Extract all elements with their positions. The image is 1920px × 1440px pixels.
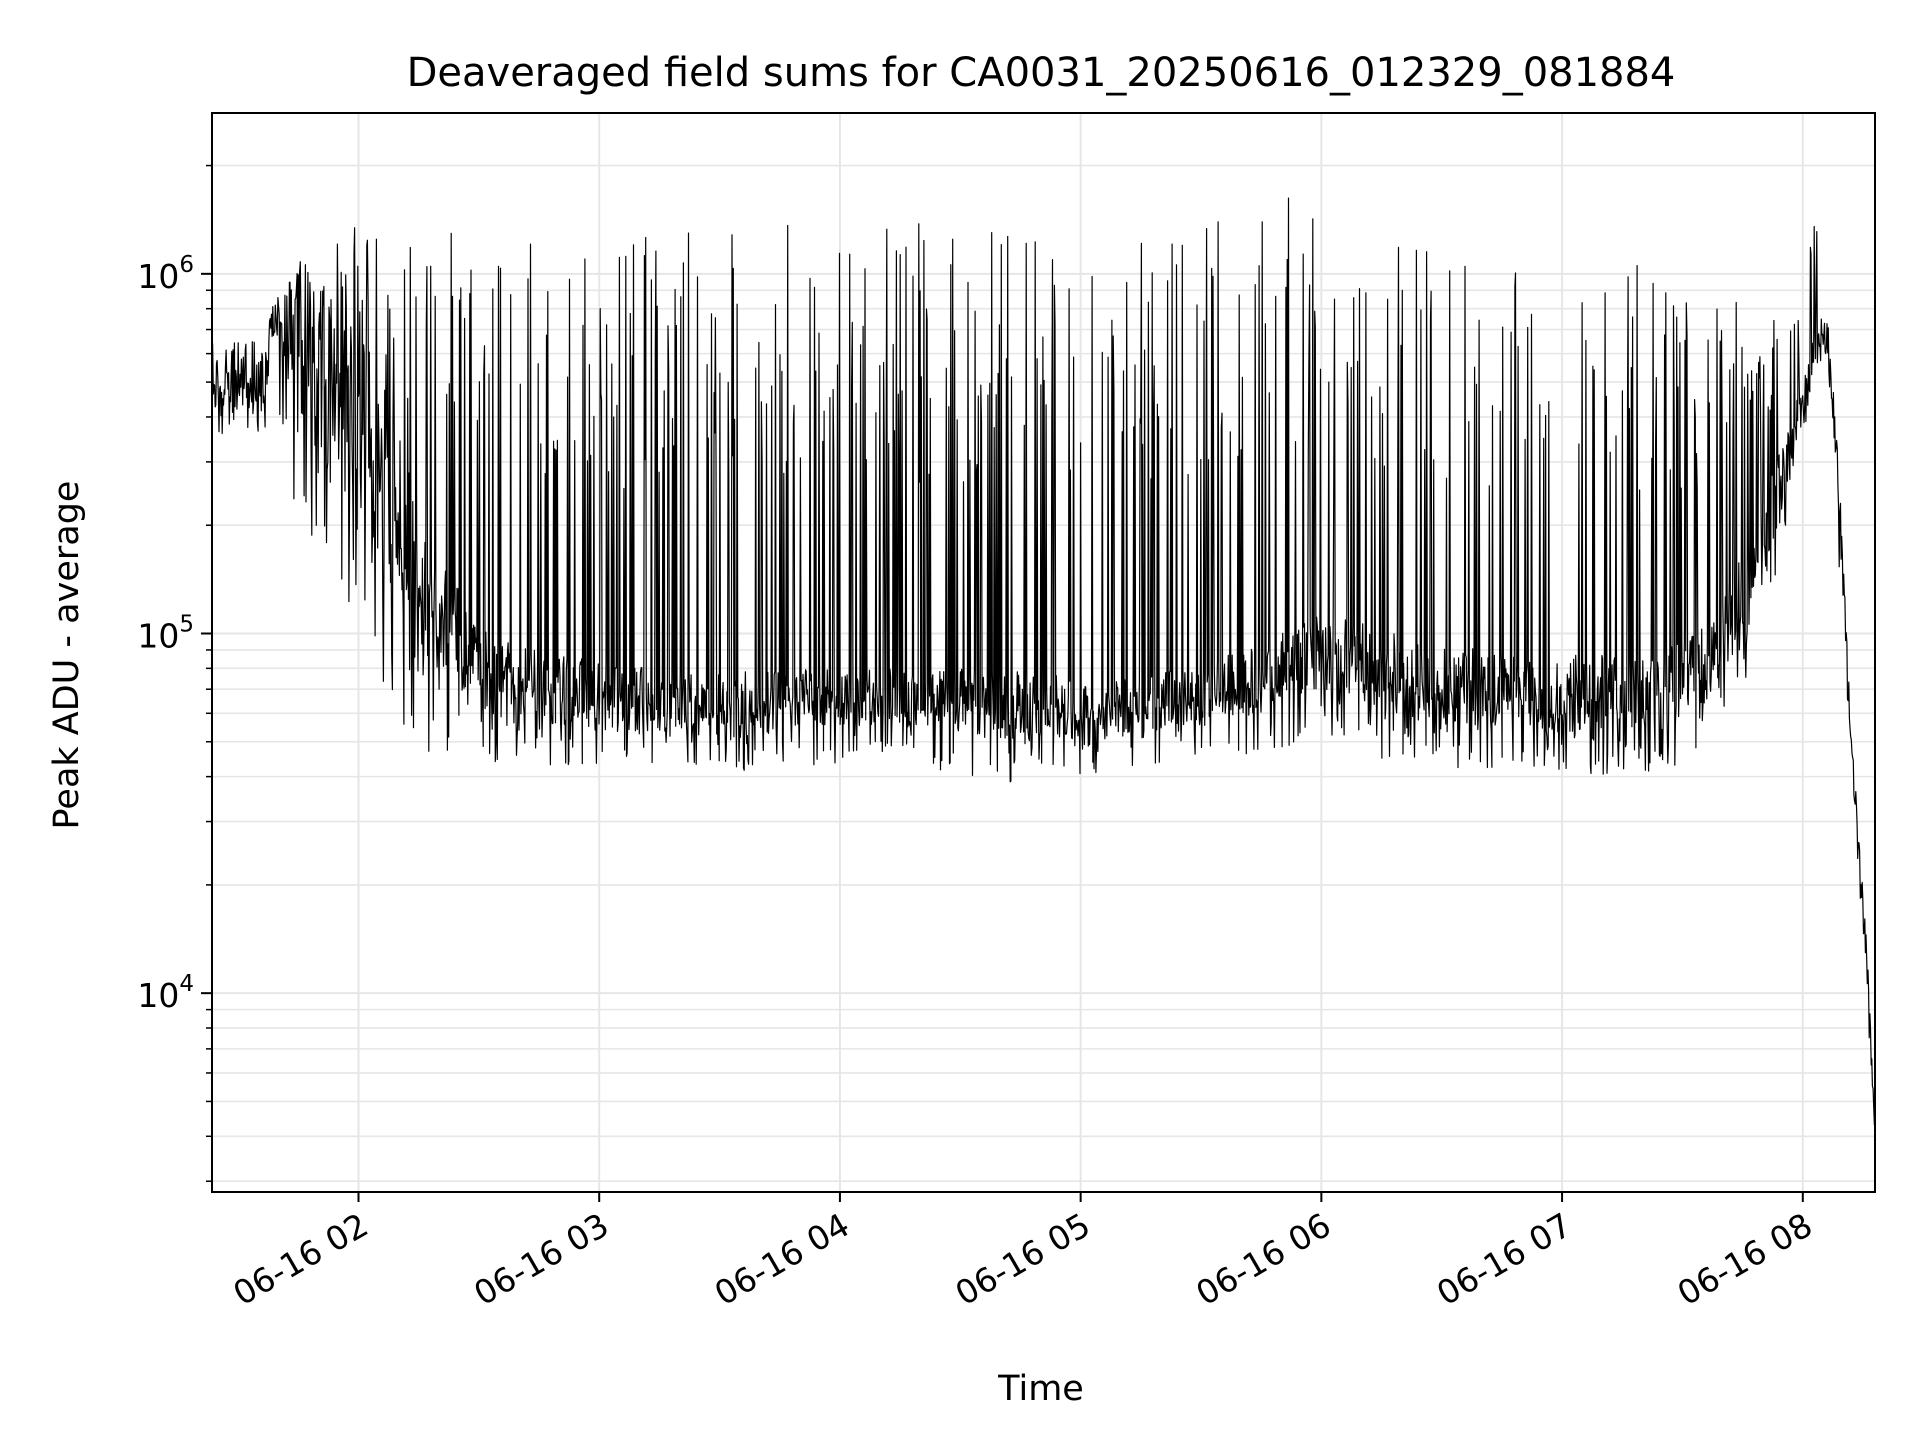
y-tick-exponent: 6 — [179, 252, 194, 278]
y-tick-label: 104 — [137, 971, 194, 1015]
y-tick-exponent: 4 — [179, 971, 194, 997]
data-line-group — [211, 197, 1876, 1128]
y-axis-label: Peak ADU - average — [47, 481, 87, 830]
y-tick-label: 106 — [137, 252, 194, 296]
plot-frame — [211, 112, 1876, 1193]
y-tick-base: 10 — [137, 257, 179, 296]
x-axis-label: Time — [997, 1369, 1084, 1409]
y-tick-label: 105 — [137, 611, 194, 655]
y-tick-base: 10 — [137, 976, 179, 1015]
data-line — [211, 197, 1876, 1128]
y-tick-base: 10 — [137, 616, 179, 655]
y-tick-exponent: 5 — [179, 611, 194, 637]
chart-title: Deaveraged field sums for CA0031_2025061… — [407, 50, 1676, 96]
